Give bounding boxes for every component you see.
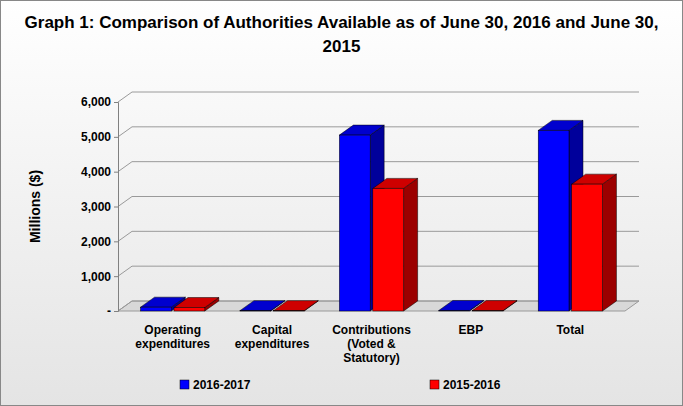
tick: - xyxy=(107,304,118,318)
bar-group xyxy=(273,301,318,311)
bar-group xyxy=(572,174,617,311)
bar xyxy=(572,184,603,311)
tick-label: 2,000 xyxy=(81,235,111,249)
bar xyxy=(373,188,404,311)
tick: 3,000 xyxy=(81,200,118,214)
grid-line xyxy=(118,92,639,102)
legend-swatch xyxy=(180,380,189,389)
bar-top xyxy=(472,301,517,311)
tick: 4,000 xyxy=(81,165,118,179)
axis-line xyxy=(114,103,119,312)
category-label: EBP xyxy=(459,323,484,337)
background xyxy=(1,1,683,406)
bar xyxy=(538,130,569,311)
bar-top xyxy=(538,120,583,130)
legend-swatch xyxy=(430,380,439,389)
bar xyxy=(141,307,172,311)
tick-label: - xyxy=(107,304,111,318)
plot-area xyxy=(141,120,617,311)
tick-mark xyxy=(114,311,118,312)
bar-side xyxy=(602,174,616,311)
category-label: Contributions(Voted &Statutory) xyxy=(332,323,411,365)
title: Graph 1: Comparison of Authorities Avail… xyxy=(25,13,659,56)
tick-mark xyxy=(114,241,118,242)
bar xyxy=(472,310,503,311)
tick-label: 5,000 xyxy=(81,130,111,144)
bar-group xyxy=(174,298,219,311)
tick-mark xyxy=(114,172,118,173)
bar-top xyxy=(273,301,318,311)
tick: 1,000 xyxy=(81,270,118,284)
legend-label: 2016-2017 xyxy=(193,378,251,392)
tick: 5,000 xyxy=(81,130,118,144)
tick: 2,000 xyxy=(81,235,118,249)
bar-top xyxy=(572,174,617,184)
bar-top xyxy=(339,125,384,135)
y-axis: - 1,000 2,000 3,000 4,000 5,000 6,000 xyxy=(81,95,119,318)
bar xyxy=(339,135,370,311)
bar xyxy=(273,310,304,311)
tick-mark xyxy=(114,102,118,103)
tick-label: 6,000 xyxy=(81,95,111,109)
chart: Graph 1: Comparison of Authorities Avail… xyxy=(0,0,683,406)
bar-top xyxy=(174,298,219,308)
bar-side xyxy=(404,178,418,311)
tick: 6,000 xyxy=(81,95,118,109)
category-label: Capitalexpenditures xyxy=(235,323,310,351)
bar-top xyxy=(373,178,418,188)
legend-label: 2015-2016 xyxy=(443,378,501,392)
legend: 2016-2017 2015-2016 xyxy=(180,378,501,392)
category-label: Operatingexpenditures xyxy=(135,323,210,351)
bar xyxy=(240,310,271,311)
y-axis-title: Millions ($) xyxy=(27,170,43,243)
tick-label: 3,000 xyxy=(81,200,111,214)
grid xyxy=(118,92,639,311)
bar xyxy=(174,308,205,311)
category-label: Total xyxy=(556,323,584,337)
tick-label: 1,000 xyxy=(81,270,111,284)
bar-group xyxy=(373,178,418,311)
tick-label: 4,000 xyxy=(81,165,111,179)
bar xyxy=(439,310,470,312)
bar-group xyxy=(472,301,517,311)
tick-mark xyxy=(114,276,118,277)
tick-mark xyxy=(114,207,118,208)
tick-mark xyxy=(114,137,118,138)
